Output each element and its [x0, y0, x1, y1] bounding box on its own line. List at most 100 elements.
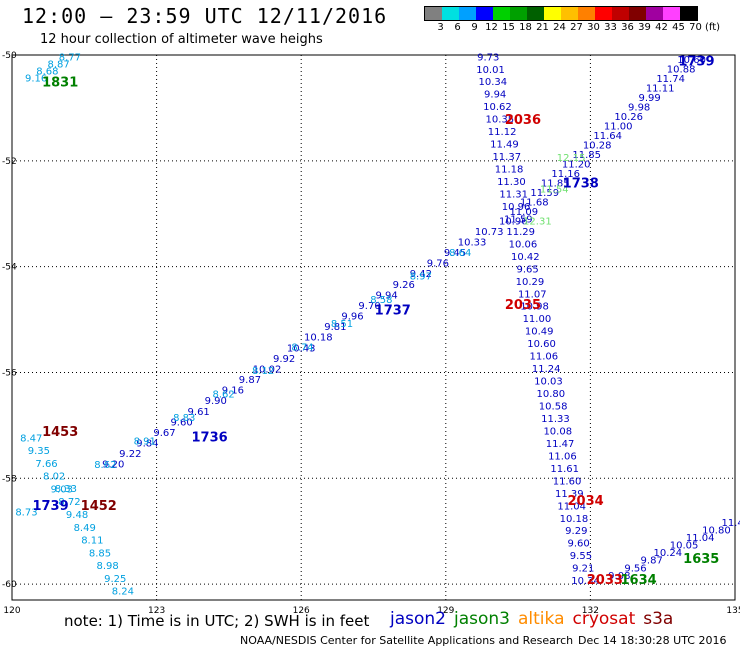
color-scale-label: 18	[519, 22, 532, 33]
color-scale-label: 45	[672, 22, 685, 33]
wave-height-value: 7.66	[35, 459, 57, 470]
wave-height-value: 11.31	[499, 189, 528, 200]
satellite-legend: jason2 jason3 altika cryosat s3a	[390, 609, 681, 629]
legend-item-jason2: jason2	[390, 609, 446, 629]
wave-height-value: 8.47	[20, 433, 42, 444]
wave-height-value: 8.62	[213, 389, 235, 400]
color-swatch	[663, 7, 680, 20]
pass-id-label: 1738	[563, 176, 599, 191]
pass-id-label: 1831	[42, 76, 78, 91]
credit-text: NOAA/NESDIS Center for Satellite Applica…	[240, 634, 574, 647]
wave-height-value: 8.87	[47, 59, 69, 70]
wave-height-value: 8.02	[43, 472, 65, 483]
pass-id-label: 1736	[192, 430, 228, 445]
pass-id-label: 2036	[505, 113, 541, 128]
wave-height-value: 9.35	[28, 446, 50, 457]
pass-id-label: 1635	[683, 552, 719, 567]
y-tick-label: -60	[2, 580, 17, 590]
color-scale-label: 42	[655, 22, 668, 33]
wave-height-value: 9.08	[608, 571, 630, 582]
legend-item-altika: altika	[518, 609, 565, 629]
color-scale-label: (ft)	[704, 22, 721, 33]
wave-height-value: 11.29	[506, 227, 535, 238]
color-scale-label: 70	[689, 22, 702, 33]
wave-height-value: 11.49	[490, 140, 519, 151]
color-scale-label: 21	[536, 22, 549, 33]
wave-height-value: 9.65	[516, 264, 538, 275]
wave-height-value: 9.96	[341, 312, 363, 323]
wave-height-value: 9.26	[393, 280, 415, 291]
wave-height-value: 8.83	[173, 413, 195, 424]
wave-height-value: 10.49	[525, 327, 554, 338]
wave-height-value: 11.85	[572, 150, 601, 161]
color-swatch	[493, 7, 510, 20]
wave-height-value: 9.61	[188, 407, 210, 418]
wave-height-value: 10.01	[476, 65, 505, 76]
x-tick-label: 120	[3, 606, 20, 616]
color-swatch	[442, 7, 459, 20]
wave-height-value: 11.20	[562, 159, 591, 170]
wave-height-value: 10.80	[536, 389, 565, 400]
wave-height-value: 10.96	[499, 216, 528, 227]
wave-height-value: 8.98	[96, 561, 118, 572]
wave-height-value: 9.25	[104, 574, 126, 585]
wave-height-value: 10.62	[483, 102, 512, 113]
color-swatch	[425, 7, 442, 20]
wave-height-value: 9.99	[639, 93, 661, 104]
wave-height-value: 8.24	[112, 587, 134, 598]
pass-id-label: 1737	[375, 303, 411, 318]
wave-height-value: 11.4	[721, 518, 740, 529]
color-scale-label: 15	[502, 22, 515, 33]
wave-height-value: 9.22	[119, 449, 141, 460]
wave-height-value: 10.06	[509, 239, 538, 250]
pass-id-label: 1739	[32, 499, 68, 514]
color-swatch	[612, 7, 629, 20]
plot-frame	[11, 54, 736, 601]
wave-height-value: 11.37	[492, 152, 521, 163]
x-tick-label: 132	[582, 606, 599, 616]
x-tick-label: 135	[726, 606, 740, 616]
wave-height-value: 10.34	[479, 77, 508, 88]
color-scale-label: 36	[621, 22, 634, 33]
wave-height-value: 10.08	[543, 426, 572, 437]
wave-height-value: 11.64	[593, 131, 622, 142]
color-scale-label: 30	[587, 22, 600, 33]
wave-height-value: 9.76	[427, 259, 449, 270]
wave-height-value: 8.73	[15, 507, 37, 518]
wave-height-value: 11.12	[488, 127, 517, 138]
page-title: 12:00 – 23:59 UTC 12/11/2016	[22, 4, 388, 28]
wave-height-value: 11.24	[532, 364, 561, 375]
wave-height-value: 10.60	[527, 339, 556, 350]
wave-height-value: 9.03	[51, 484, 73, 495]
wave-height-value: 11.06	[530, 352, 559, 363]
wave-height-value: 9.45	[444, 248, 466, 259]
wave-height-value: 10.26	[614, 112, 643, 123]
wave-height-value: 9.29	[565, 526, 587, 537]
wave-height-value: 11.74	[656, 74, 685, 85]
color-swatch	[476, 7, 493, 20]
pass-id-label: 1634	[621, 573, 657, 588]
wave-height-value: 10.43	[287, 343, 316, 354]
wave-height-value: 10.34	[571, 576, 600, 587]
color-swatch	[629, 7, 646, 20]
wave-height-value: 9.92	[273, 354, 295, 365]
color-swatch	[646, 7, 663, 20]
color-scale-label: 12	[485, 22, 498, 33]
x-tick-label: 123	[148, 606, 165, 616]
wave-height-value: 8.68	[36, 66, 58, 77]
wave-height-value: 9.60	[170, 417, 192, 428]
y-tick-label: -54	[2, 263, 17, 273]
wave-height-value: 10.35	[485, 115, 514, 126]
pass-id-label: 1452	[81, 499, 117, 514]
wave-height-value: 9.56	[624, 563, 646, 574]
wave-height-value: 10.18	[560, 514, 589, 525]
wave-height-value: 9.81	[324, 322, 346, 333]
y-tick-label: -56	[2, 368, 17, 378]
wave-height-value: 9.42	[410, 269, 432, 280]
wave-height-value: 8.77	[59, 52, 81, 63]
wave-height-value: 9.87	[239, 375, 261, 386]
wave-height-value: 9.55	[570, 551, 592, 562]
generation-timestamp: Dec 14 18:30:28 UTC 2016	[578, 634, 727, 647]
y-tick-label: -52	[2, 157, 17, 167]
